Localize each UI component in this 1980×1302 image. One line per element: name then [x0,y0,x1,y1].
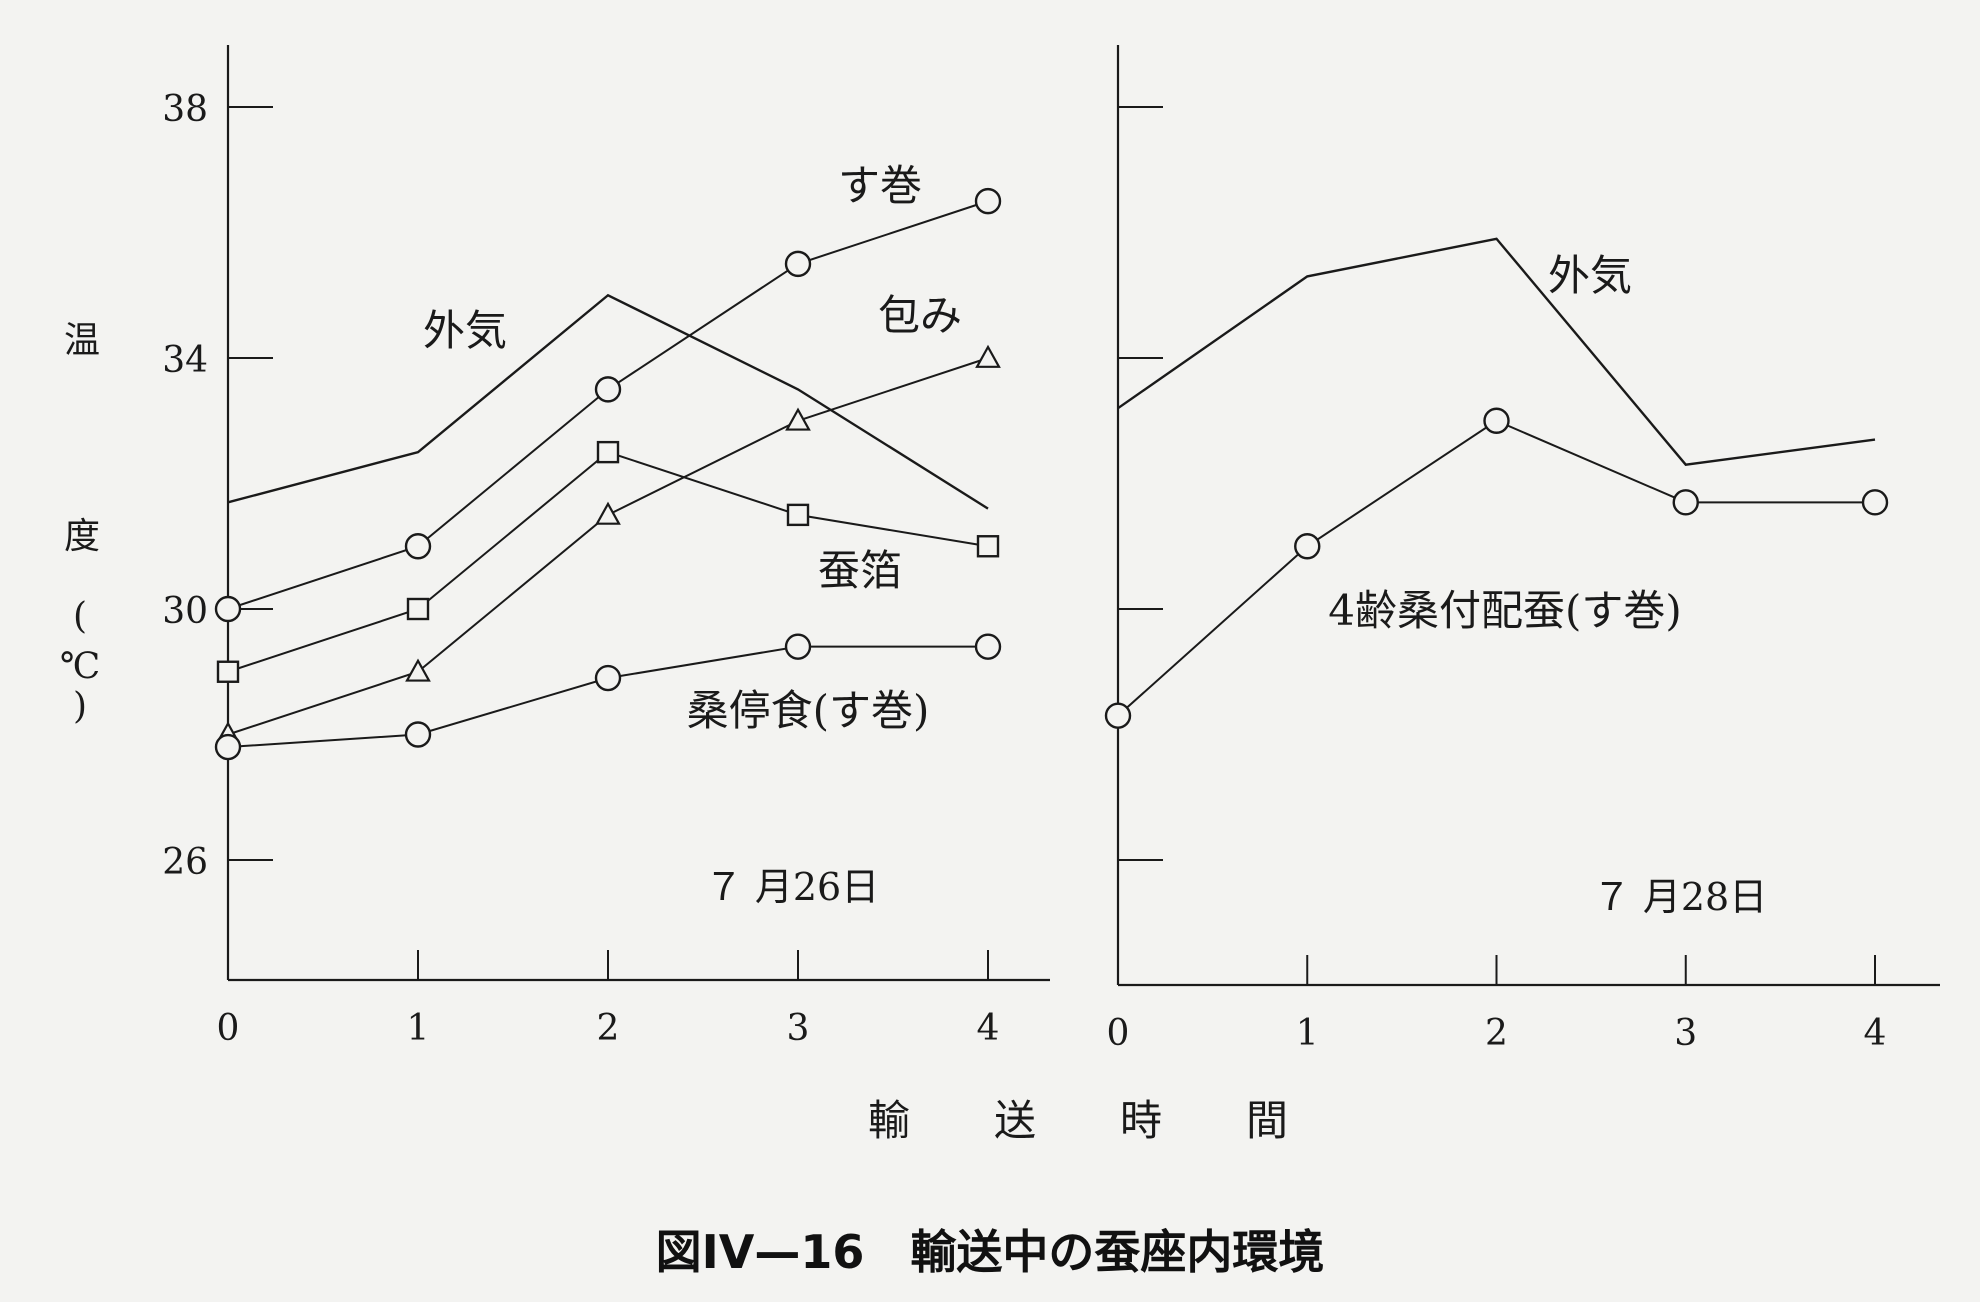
panel-left-series-label: す巻 [838,161,922,210]
x-axis-label: 輸 送 時 間 [868,1096,1288,1145]
panel-left-point-triangle [595,501,621,525]
panel-right-x-tick-label: 2 [1485,1013,1508,1054]
panel-left-point-circle [594,376,622,403]
y-axis-label-char: 度 [64,516,100,557]
panel-left-x-tick-label: 4 [977,1008,1000,1049]
panel-left-x-tick-label: 3 [787,1008,810,1049]
panel-left-series-label: 包み [878,291,962,340]
panel-left-point-triangle [785,407,811,431]
panel-right-point-circle [1294,533,1321,560]
panel-left-point-square [406,597,430,621]
panel-left-y-tick-label: 34 [162,340,208,381]
chart-series [214,187,1889,761]
panel-left-point-circle [404,533,432,560]
panel-left-point-square [216,660,240,683]
panel-right-x-tick-label: 4 [1864,1013,1887,1054]
panel-left-y-tick-label: 26 [162,842,208,883]
panel-right-series-label: 4齢桑付配蚕(す巻) [1328,586,1682,635]
panel-left-point-triangle [975,344,1001,368]
panel-left-point-circle [974,633,1002,660]
panel-left-point-square [786,503,810,527]
panel-left-date-label: ７ 月26日 [705,865,879,909]
panel-right-series-label: 外気 [1548,251,1632,300]
panel-left-x-tick-label: 2 [597,1008,620,1049]
panel-left-series-label: 蚕箔 [818,546,902,595]
panel-right-series-line-1 [1117,419,1875,717]
panel-left-point-circle [214,733,242,761]
panel-left-point-circle [974,187,1002,215]
panel-left-point-circle [214,595,242,623]
panel-left-point-square [596,440,620,464]
panel-left-series-line-0 [227,293,989,510]
y-axis-label-char: 温 [64,320,100,361]
panel-left-y-tick-label: 30 [162,591,208,632]
panel-right-x-tick-label: 3 [1674,1013,1697,1054]
y-axis-label-char: ) [73,686,87,727]
y-axis-label-char: ( [73,596,87,637]
panel-left-point-circle [594,664,622,692]
panel-left-point-triangle [405,658,431,682]
figure-caption: 図IV—16 輸送中の蚕座内環境 [656,1225,1325,1279]
panel-left-series-label: 桑停食(す巻) [687,686,930,735]
panel-right-point-circle [1861,489,1889,516]
y-axis-label-char: ℃ [60,646,100,687]
panel-left-y-tick-label: 38 [162,89,208,130]
chart-axes [226,45,1940,987]
panel-left-point-circle [784,633,812,660]
panel-right-series-line-0 [1117,237,1876,466]
panel-right-x-tick-label: 1 [1296,1013,1319,1054]
panel-right-date-label: ７ 月28日 [1593,875,1767,919]
panel-right-point-circle [1104,702,1132,729]
panel-right-point-circle [1672,489,1699,516]
panel-left-point-circle [784,250,812,278]
panel-right-point-circle [1483,407,1510,434]
panel-left-x-tick-label: 0 [217,1008,240,1049]
panel-left-x-tick-label: 1 [407,1008,430,1049]
panel-left-point-circle [404,721,432,748]
panel-right-x-tick-label: 0 [1107,1013,1130,1054]
panel-left-series-label: 外気 [423,306,507,355]
panel-left-point-square [976,535,1000,558]
